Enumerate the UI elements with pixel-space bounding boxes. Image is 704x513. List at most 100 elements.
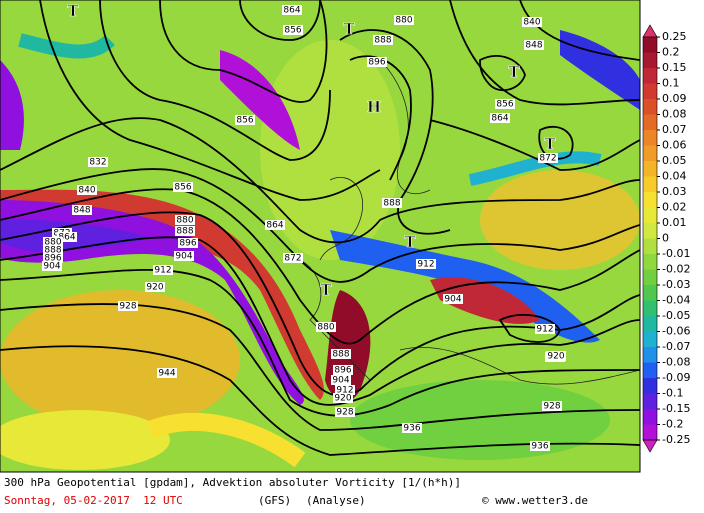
contour-label-bg — [174, 251, 194, 261]
colorbar-label: 0.05 — [662, 154, 687, 167]
contour-label-bg — [402, 423, 422, 433]
contour-label-bg — [175, 226, 195, 236]
colorbar-label: -0.09 — [662, 371, 690, 384]
colorbar-band — [643, 52, 657, 68]
contour-label-bg — [394, 15, 414, 25]
colorbar-band — [643, 362, 657, 378]
colorbar-band — [643, 161, 657, 177]
contour-label: 888 — [176, 227, 193, 237]
colorbar-label: -0.1 — [662, 387, 683, 400]
contour-label: 912 — [536, 325, 553, 335]
pressure-center: T — [404, 233, 416, 251]
colorbar-band — [643, 145, 657, 161]
contour-label: 880 — [395, 16, 412, 26]
contour-label-bg — [43, 237, 63, 247]
contour-label: 912 — [336, 386, 353, 396]
contour-label-bg — [153, 265, 173, 275]
contour-label: 856 — [496, 100, 513, 110]
contour-label-bg — [367, 57, 387, 67]
colorbar-label: 0.07 — [662, 123, 687, 136]
contour-label: 864 — [491, 114, 508, 124]
colorbar-band — [643, 347, 657, 363]
pressure-center: T — [343, 20, 355, 38]
contour-label: 896 — [368, 58, 385, 68]
contour-label-bg — [538, 153, 558, 163]
contour-label: 880 — [44, 238, 61, 248]
contour-label-bg — [335, 407, 355, 417]
contour-label-bg — [443, 294, 463, 304]
contour-label-bg — [522, 17, 542, 27]
contour-label: 928 — [119, 302, 136, 312]
colorbar-band — [643, 378, 657, 394]
colorbar-band — [643, 114, 657, 130]
contour-label-bg — [382, 198, 402, 208]
colorbar-label: 0.03 — [662, 185, 687, 198]
contour-label-bg — [282, 5, 302, 15]
colorbar-band — [643, 254, 657, 270]
contour-label-bg — [490, 113, 510, 123]
contour-label: 832 — [89, 158, 106, 168]
contour-label-bg — [72, 205, 92, 215]
colorbar-band — [643, 192, 657, 208]
contour-label-bg — [373, 35, 393, 45]
colorbar-label: -0.03 — [662, 278, 690, 291]
colorbar-band — [643, 285, 657, 301]
colorbar-label: -0.2 — [662, 418, 683, 431]
contour-label: 928 — [336, 408, 353, 418]
contour-label: 888 — [374, 36, 391, 46]
contour-label-bg — [333, 365, 353, 375]
colorbar-label: 0.1 — [662, 77, 680, 90]
colorbar-band — [643, 99, 657, 115]
contour-label-bg — [542, 401, 562, 411]
pressure-center: T — [320, 281, 332, 299]
contour-label-bg — [173, 182, 193, 192]
colorbar-band — [643, 68, 657, 84]
colorbar-over — [642, 24, 658, 38]
colorbar-band — [643, 223, 657, 239]
colorbar-band — [643, 130, 657, 146]
contour-label-bg — [145, 282, 165, 292]
colorbar-band — [643, 409, 657, 425]
contour-label-bg — [333, 393, 353, 403]
contour-label: 872 — [539, 154, 556, 164]
contour-label-bg — [235, 115, 255, 125]
colorbar-band — [643, 393, 657, 409]
pressure-center: H — [367, 98, 381, 116]
contour-label-bg — [283, 253, 303, 263]
contour-label: 840 — [78, 186, 95, 196]
colorbar-band — [643, 269, 657, 285]
contour-label: 912 — [417, 260, 434, 270]
contour-label-bg — [495, 99, 515, 109]
colorbar-label: -0.04 — [662, 294, 690, 307]
contour-label-bg — [175, 215, 195, 225]
colorbar-band — [643, 176, 657, 192]
colorbar-label: -0.08 — [662, 356, 690, 369]
contour-label-bg — [546, 351, 566, 361]
contour-label: 904 — [43, 262, 60, 272]
contour-label-bg — [335, 385, 355, 395]
contour-label: 904 — [332, 376, 349, 386]
colorbar-label: -0.01 — [662, 247, 690, 260]
contour-label-bg — [43, 253, 63, 263]
contour-label-bg — [265, 220, 285, 230]
colorbar-band — [643, 238, 657, 254]
contour-label-bg — [524, 40, 544, 50]
contour-label-bg — [178, 238, 198, 248]
colorbar-label: -0.25 — [662, 433, 690, 446]
credit: © www.wetter3.de — [482, 494, 588, 507]
colorbar-label: -0.07 — [662, 340, 690, 353]
colorbar-label: 0.04 — [662, 170, 687, 183]
contour-label-bg — [530, 441, 550, 451]
contour-label-bg — [283, 25, 303, 35]
contour-label: 888 — [332, 350, 349, 360]
colorbar-band — [643, 83, 657, 99]
colorbar-label: 0 — [662, 232, 669, 245]
contour-label-bg — [331, 375, 351, 385]
colorbar-band — [643, 37, 657, 53]
contour-label: 864 — [266, 221, 283, 231]
contour-label-bg — [535, 324, 555, 334]
contour-label: 920 — [146, 283, 163, 293]
contour-label: 896 — [44, 254, 61, 264]
contour-label: 944 — [158, 369, 175, 379]
